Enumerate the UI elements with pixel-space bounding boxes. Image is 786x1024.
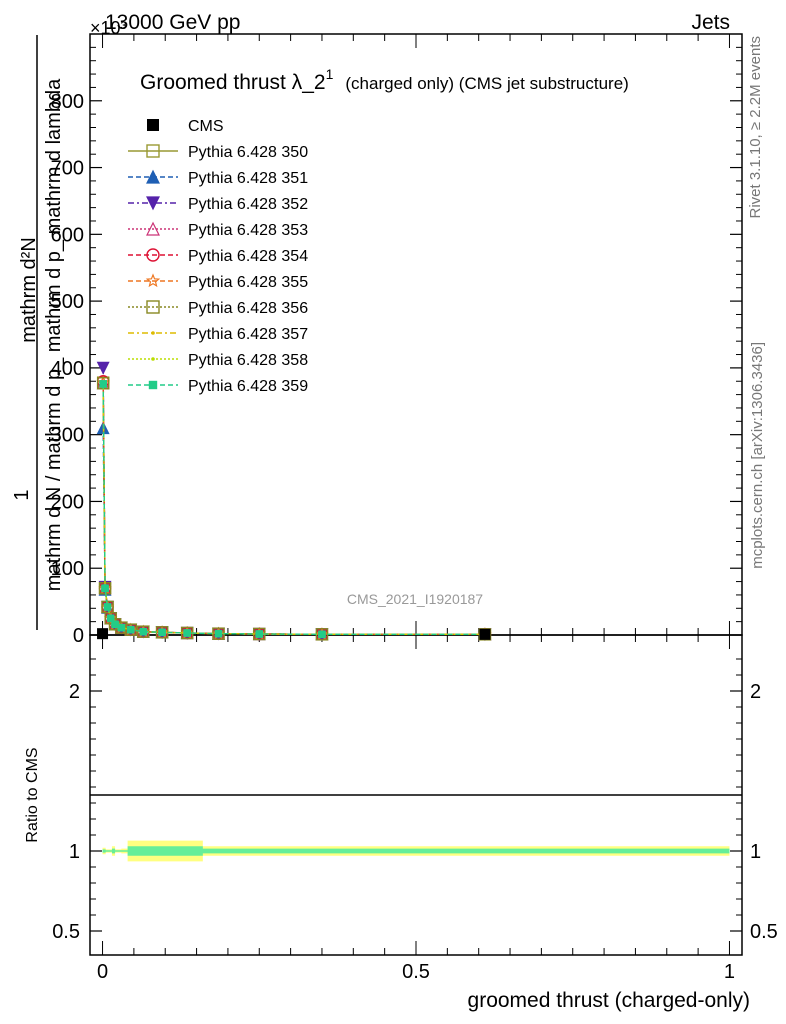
legend: CMS Pythia 6.428 350 Pythia 6.428 351 Pythi…	[128, 118, 308, 395]
x-tick-label: 1	[724, 961, 735, 983]
legend-label: Pythia 6.428 352	[188, 196, 308, 213]
legend-marker	[146, 144, 160, 158]
data-point	[479, 628, 491, 640]
plot-title: Groomed thrust λ_21 (charged only) (CMS j…	[140, 66, 629, 94]
data-point	[103, 603, 112, 611]
legend-marker	[148, 380, 158, 390]
legend-label: Pythia 6.428 357	[188, 326, 308, 343]
data-point	[101, 584, 109, 593]
data-point	[214, 629, 223, 638]
y-tick-label: 0	[73, 625, 84, 647]
plot-title-main: Groomed thrust λ_2	[140, 71, 326, 94]
plot-title-suffix: (charged only) (CMS jet substructure)	[345, 74, 628, 93]
ratio-axes: 0 0.5 1 0.5 0.5 1 1 2 2	[52, 635, 778, 983]
main-series	[96, 361, 492, 642]
exponent-label: ×10³	[90, 18, 127, 38]
rivet-label: Rivet 3.1.10, ≥ 2.2M events	[747, 36, 764, 219]
legend-label: Pythia 6.428 353	[188, 222, 308, 239]
legend-marker	[151, 331, 155, 335]
data-point	[97, 628, 109, 640]
legend-marker	[146, 300, 160, 314]
legend-label: CMS	[188, 118, 224, 135]
legend-label: Pythia 6.428 359	[188, 378, 308, 395]
ylabel-denominator: mathrm d N / mathrm d p_ mathrm d p_ mat…	[43, 78, 65, 591]
data-point	[255, 630, 264, 638]
main-ylabel: mathrm d²N 1 mathrm d N / mathrm d p_ ma…	[11, 35, 65, 630]
x-tick-label: 0	[97, 961, 108, 983]
data-point	[318, 630, 326, 639]
collision-label: 13000 GeV pp	[105, 11, 240, 34]
ratio-band-inner	[102, 846, 730, 856]
ratio-y-tick-label-right: 2	[750, 681, 761, 703]
ratio-y-tick-label: 2	[69, 681, 80, 703]
category-label: Jets	[691, 11, 730, 34]
legend-label: Pythia 6.428 351	[188, 170, 308, 187]
y-tick-label: 300	[51, 425, 84, 447]
mcplots-label: mcplots.cern.ch [arXiv:1306.3436]	[749, 342, 766, 569]
data-point	[111, 620, 119, 629]
legend-marker	[146, 248, 160, 262]
analysis-watermark: CMS_2021_I1920187	[347, 591, 483, 607]
y-tick-label: 700	[51, 158, 84, 180]
y-tick-label: 100	[51, 558, 84, 580]
ratio-y-tick-label-right: 1	[750, 841, 761, 863]
data-point	[99, 380, 108, 388]
ratio-y-tick-label-right: 0.5	[750, 921, 778, 943]
legend-label: Pythia 6.428 350	[188, 144, 308, 161]
data-point	[139, 627, 148, 636]
x-tick-label: 0.5	[402, 961, 430, 983]
y-tick-label: 600	[51, 224, 84, 246]
ylabel-numerator: 1	[11, 489, 33, 500]
data-point	[126, 625, 135, 634]
legend-marker	[151, 357, 155, 361]
data-point	[117, 623, 126, 632]
legend-marker	[146, 196, 160, 211]
y-tick-label: 500	[51, 291, 84, 313]
data-point	[183, 629, 192, 637]
legend-marker	[146, 169, 160, 184]
plot-title-superscript: 1	[326, 66, 334, 82]
x-axis-label: groomed thrust (charged-only)	[468, 989, 750, 1012]
ratio-ylabel: Ratio to CMS	[24, 747, 41, 842]
y-tick-label: 800	[51, 91, 84, 113]
data-point	[106, 614, 115, 623]
legend-marker	[147, 119, 159, 131]
legend-label: Pythia 6.428 354	[188, 248, 308, 265]
legend-label: Pythia 6.428 355	[188, 274, 308, 291]
data-point	[96, 361, 110, 375]
legend-label: Pythia 6.428 356	[188, 300, 308, 317]
ratio-y-tick-label: 1	[69, 841, 80, 863]
ylabel-side: mathrm d²N	[18, 237, 40, 343]
legend-marker	[146, 221, 160, 236]
data-point	[158, 628, 166, 637]
y-tick-label: 200	[51, 491, 84, 513]
data-point	[124, 623, 137, 636]
legend-label: Pythia 6.428 358	[188, 352, 308, 369]
ratio-bands	[102, 840, 730, 862]
y-tick-label: 400	[51, 358, 84, 380]
ratio-y-tick-label: 0.5	[52, 921, 80, 943]
legend-marker	[145, 273, 161, 288]
